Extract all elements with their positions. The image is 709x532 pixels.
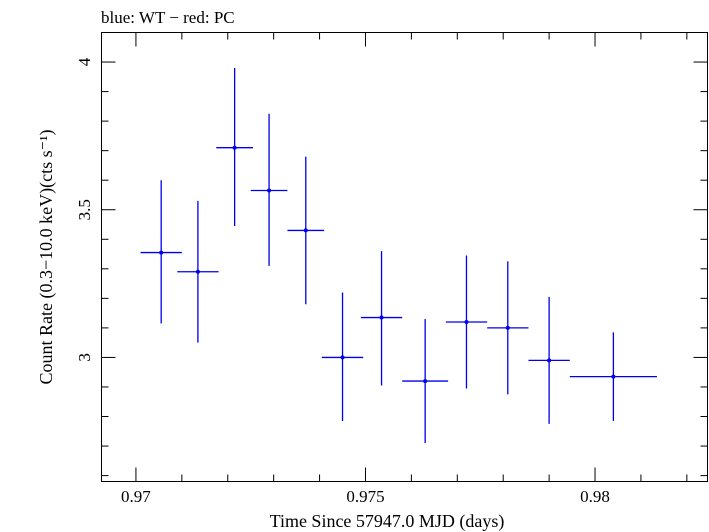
data-marker	[379, 315, 384, 320]
data-marker	[505, 325, 510, 330]
plot-frame	[101, 32, 708, 482]
data-point	[321, 292, 364, 421]
y-tick-label: 3	[75, 353, 94, 362]
x-tick-label: 0.97	[121, 487, 151, 506]
data-point	[445, 255, 488, 389]
data-series-wt	[140, 67, 657, 444]
y-tick-label: 4	[75, 57, 94, 66]
data-point	[487, 261, 529, 395]
data-marker	[267, 188, 272, 193]
y-tick-label: 3.5	[75, 199, 94, 220]
data-point	[569, 332, 657, 421]
data-point	[528, 296, 570, 424]
data-point	[250, 113, 288, 266]
data-marker	[195, 269, 200, 274]
y-axis: 33.54	[75, 32, 708, 477]
data-point	[287, 156, 325, 305]
data-point	[177, 200, 219, 343]
data-marker	[340, 355, 345, 360]
x-axis-label: Time Since 57947.0 MJD (days)	[270, 511, 505, 532]
data-point	[140, 180, 182, 324]
data-point	[360, 251, 403, 386]
data-marker	[547, 358, 552, 363]
data-marker	[303, 228, 308, 233]
data-marker	[159, 250, 164, 255]
chart-title: blue: WT − red: PC	[101, 8, 235, 27]
data-marker	[464, 319, 469, 324]
data-point	[216, 67, 253, 226]
x-tick-label: 0.98	[580, 487, 610, 506]
x-tick-label: 0.975	[346, 487, 384, 506]
data-marker	[423, 379, 428, 384]
data-marker	[611, 374, 616, 379]
x-axis: 0.97 0.975 0.98	[121, 32, 688, 506]
data-point	[402, 319, 449, 444]
data-marker	[232, 145, 237, 150]
y-axis-label: Count Rate (0.3−10.0 keV)(cts s⁻¹)	[36, 129, 57, 384]
